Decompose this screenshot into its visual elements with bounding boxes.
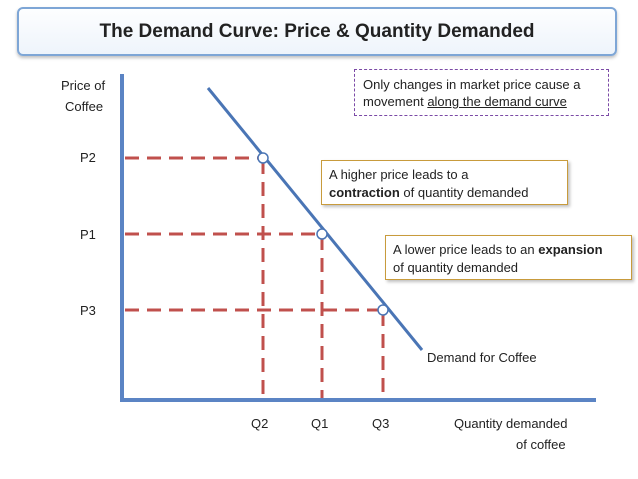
price-tick-p3: P3 xyxy=(80,303,96,318)
expansion-note: A lower price leads to an expansion of q… xyxy=(385,235,632,280)
contraction-note: A higher price leads to a contraction of… xyxy=(321,160,568,205)
point-p1-q1 xyxy=(316,228,328,240)
expansion-note-line2: of quantity demanded xyxy=(393,260,519,275)
contraction-note-line2: contraction of quantity demanded xyxy=(329,184,560,202)
movement-note-underlined: along the demand curve xyxy=(427,94,567,109)
contraction-note-line1: A higher price leads to a xyxy=(329,167,469,182)
guide-lines xyxy=(125,156,385,398)
point-p2-q2 xyxy=(257,152,269,164)
x-axis-label-line1: Quantity demanded xyxy=(454,416,568,431)
chart-axes xyxy=(120,74,596,402)
contraction-note-bold: contraction xyxy=(329,185,400,200)
movement-note: Only changes in market price cause a mov… xyxy=(354,69,609,116)
movement-note-prefix: movement xyxy=(363,94,428,109)
quantity-tick-q1: Q1 xyxy=(311,416,329,431)
demand-curve-label: Demand for Coffee xyxy=(427,350,537,365)
quantity-tick-q3: Q3 xyxy=(372,416,390,431)
movement-note-line1: Only changes in market price cause a xyxy=(363,77,581,92)
y-axis-label-line2: Coffee xyxy=(65,99,104,114)
expansion-note-bold: expansion xyxy=(538,242,603,257)
expansion-note-prefix: A lower price leads to an xyxy=(393,242,539,257)
price-tick-p2: P2 xyxy=(80,150,96,165)
point-p3-q3 xyxy=(377,304,389,316)
diagram-title: The Demand Curve: Price & Quantity Deman… xyxy=(17,7,617,56)
expansion-note-line1: A lower price leads to an expansion xyxy=(393,241,624,259)
x-axis-label-line2: of coffee xyxy=(516,437,566,452)
y-axis-label-line1: Price of xyxy=(61,78,106,93)
price-tick-p1: P1 xyxy=(80,227,96,242)
movement-note-line2: movement along the demand curve xyxy=(363,93,600,110)
contraction-note-rest: of quantity demanded xyxy=(399,185,529,200)
quantity-tick-q2: Q2 xyxy=(251,416,269,431)
